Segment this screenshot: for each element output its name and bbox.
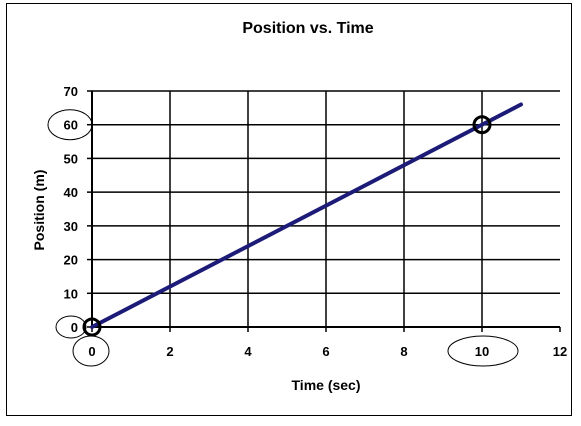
x-tick-labels: 0 2 4 6 8 10 12: [88, 344, 567, 359]
axes: [87, 90, 561, 332]
x-tick-label-6: 6: [322, 344, 329, 359]
chart-title: Position vs. Time: [242, 20, 373, 37]
y-tick-circle-0: [55, 315, 87, 339]
x-tick-label-2: 2: [166, 344, 173, 359]
circled-tick-markers: [47, 109, 519, 367]
highlight-point-1: [472, 115, 492, 135]
x-tick-label-0: 0: [88, 344, 95, 359]
y-tick-label-10: 10: [64, 286, 78, 301]
x-tick-label-4: 4: [244, 344, 252, 359]
y-tick-label-20: 20: [64, 253, 78, 268]
highlight-point-0: [82, 317, 102, 337]
x-tick-circle-10: [447, 335, 519, 367]
series-line-0: [90, 102, 523, 329]
data-series: [90, 102, 523, 329]
chart-frame: [6, 3, 572, 416]
x-tick-label-10: 10: [475, 344, 489, 359]
y-tick-labels: 0 10 20 30 40 50 60 70: [64, 84, 78, 335]
highlight-markers: [82, 115, 492, 337]
x-tick-label-12: 12: [553, 344, 567, 359]
y-tick-label-50: 50: [64, 151, 78, 166]
y-tick-label-40: 40: [64, 185, 78, 200]
y-tick-label-0: 0: [71, 320, 78, 335]
y-tick-label-60: 60: [64, 118, 78, 133]
x-axis-label: Time (sec): [292, 377, 361, 393]
y-tick-circle-60: [47, 109, 93, 141]
x-tick-circle-0: [72, 335, 110, 367]
y-tick-label-30: 30: [64, 219, 78, 234]
y-axis-label: Position (m): [31, 170, 47, 251]
y-tick-label-70: 70: [64, 84, 78, 99]
x-tick-label-8: 8: [400, 344, 407, 359]
